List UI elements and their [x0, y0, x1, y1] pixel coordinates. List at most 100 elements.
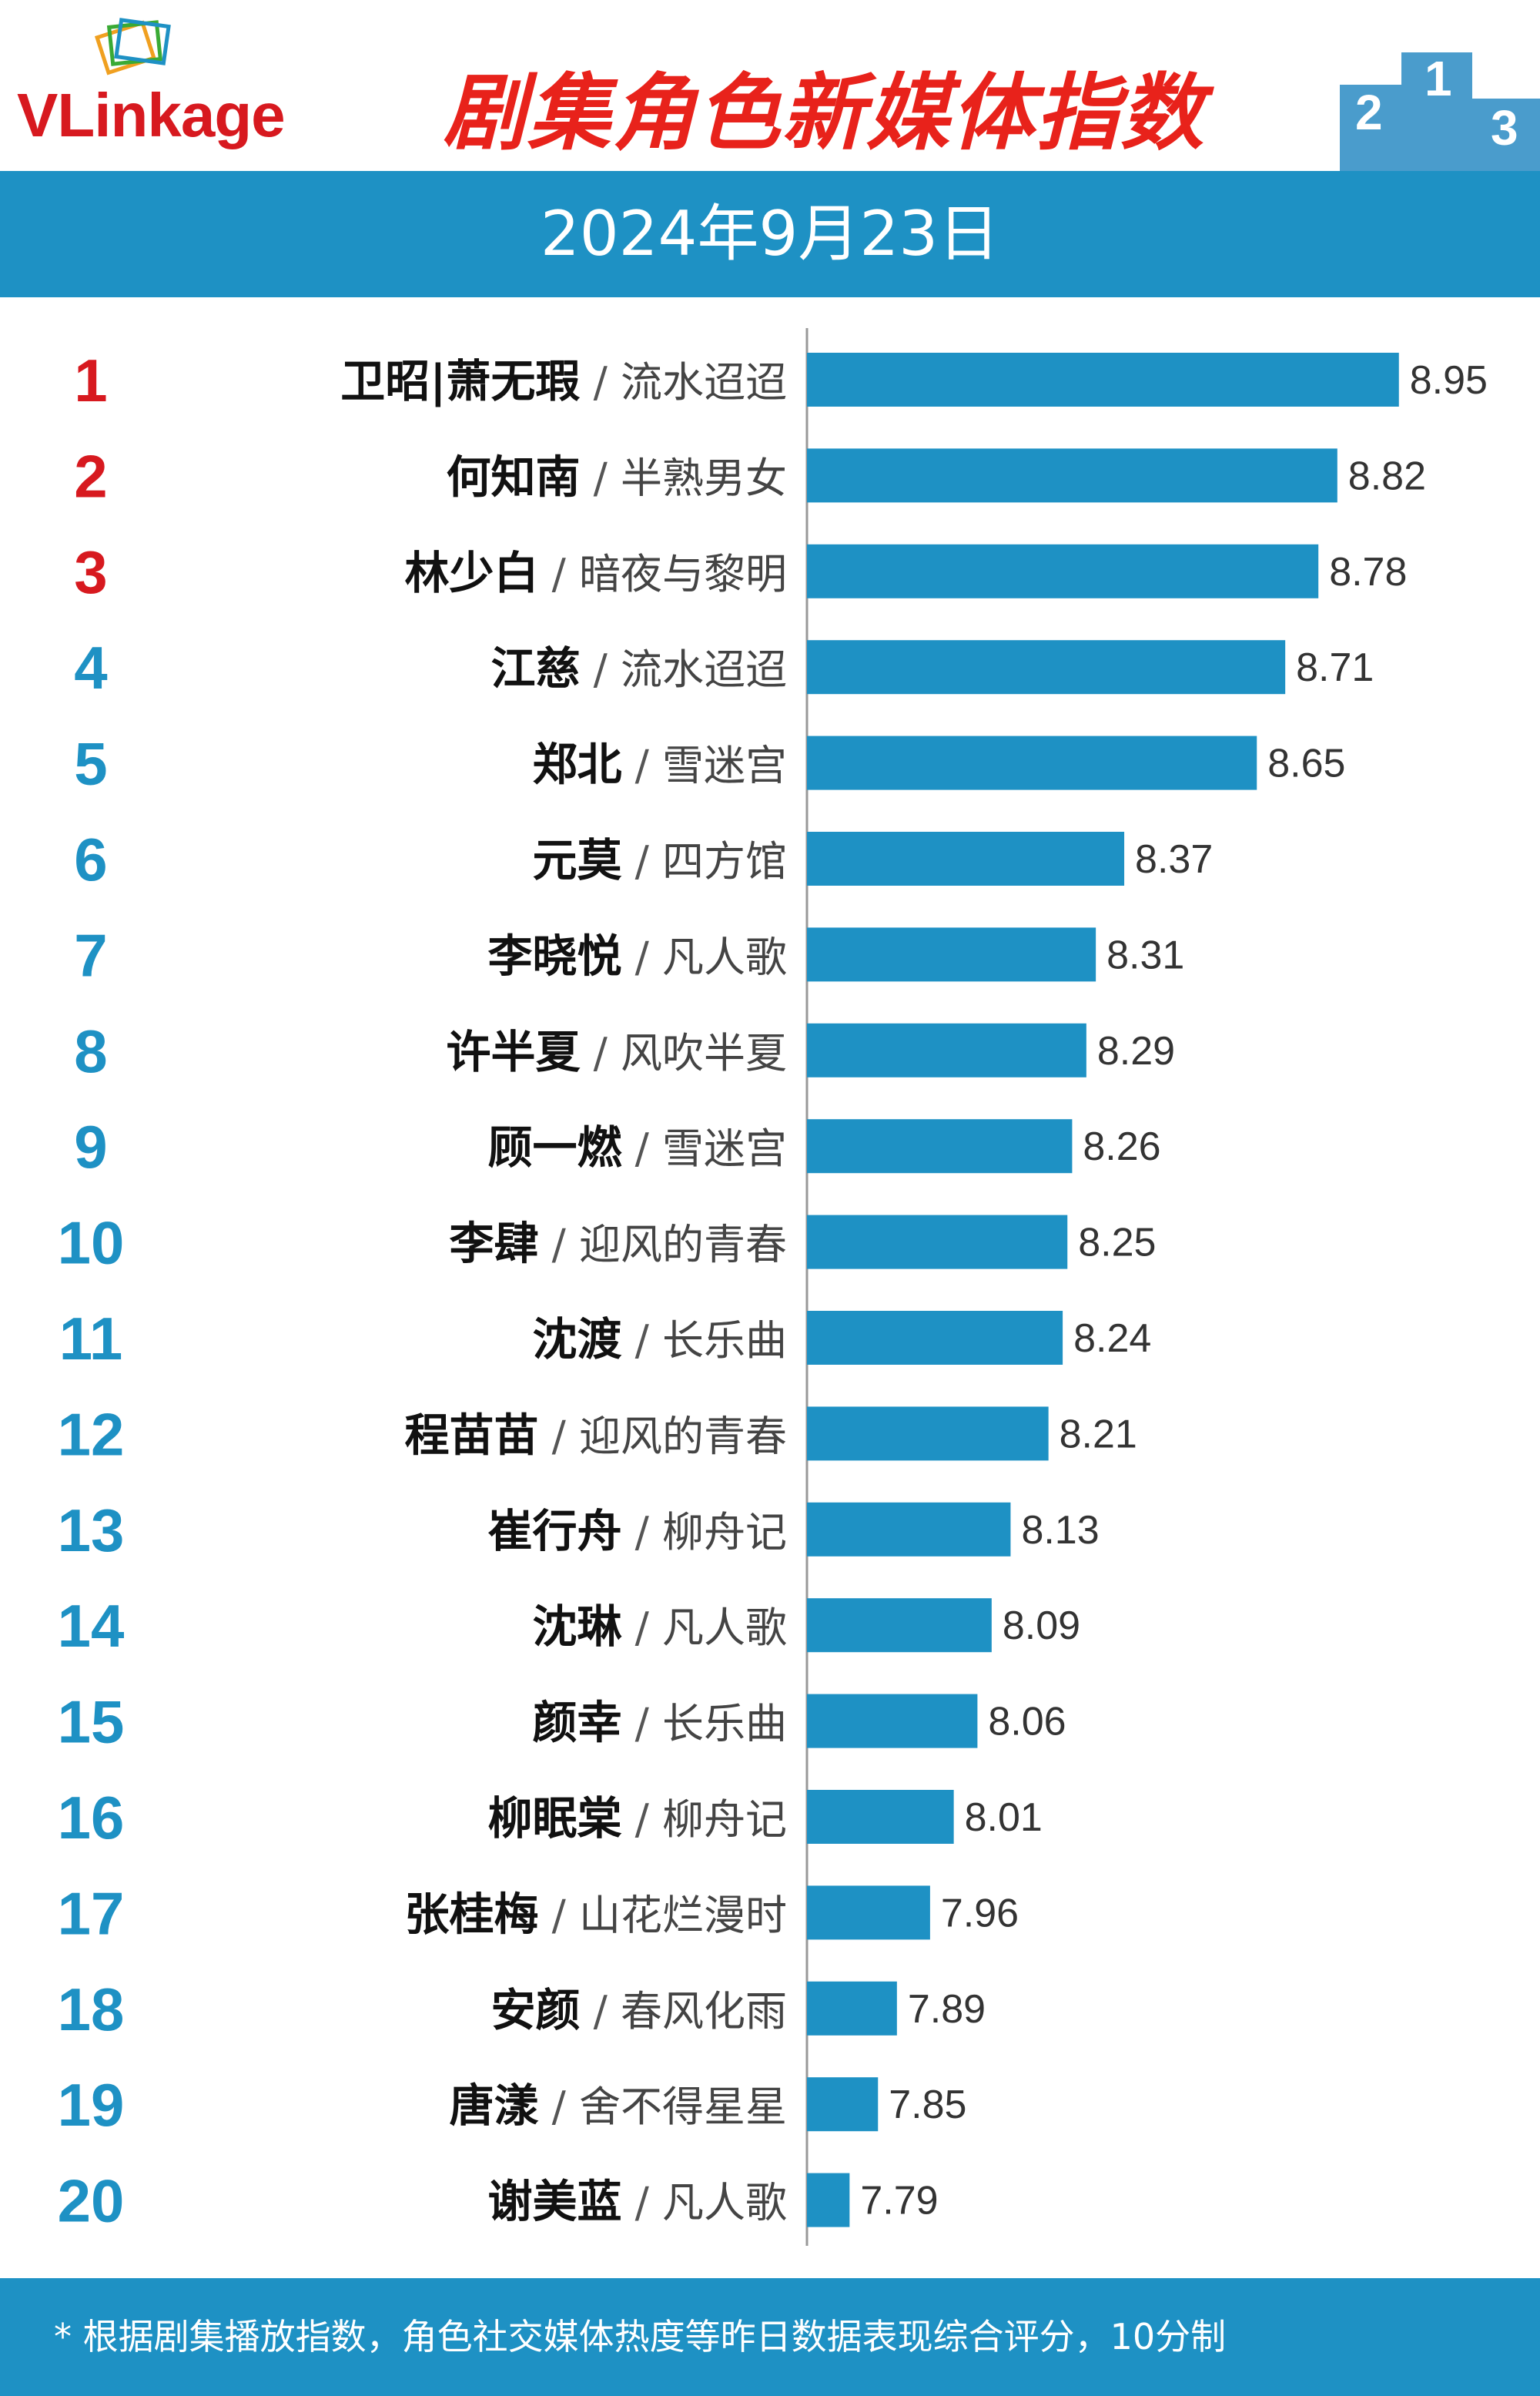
row-label: 卫昭|萧无瑕 / 流水迢迢: [340, 355, 787, 407]
row-label: 唐漾 / 舍不得星星: [449, 2079, 787, 2132]
value-label: 8.31: [1106, 933, 1184, 977]
value-label: 8.71: [1296, 645, 1374, 690]
bar: [807, 1023, 1086, 1077]
bar: [807, 2173, 850, 2227]
rank-number: 2: [74, 442, 107, 510]
drama-name: 柳舟记: [662, 1795, 787, 1844]
character-name: 顾一燃: [487, 1121, 622, 1174]
row-label: 郑北 / 雪迷宫: [532, 739, 787, 791]
label-separator: /: [580, 1029, 621, 1077]
rank-number: 20: [58, 2167, 125, 2235]
row-label: 林少白 / 暗夜与黎明: [404, 547, 787, 599]
row-label: 沈渡 / 长乐曲: [532, 1313, 787, 1366]
footer-banner: * 根据剧集播放指数，角色社交媒体热度等昨日数据表现综合评分，10分制: [0, 2278, 1540, 2396]
podium-label-2: 2: [1355, 85, 1383, 140]
row-label: 江慈 / 流水迢迢: [490, 642, 787, 695]
rank-number: 11: [59, 1305, 122, 1372]
label-separator: /: [621, 742, 662, 790]
value-label: 7.89: [908, 1987, 986, 2032]
character-name: 谢美蓝: [487, 2176, 621, 2228]
label-separator: /: [538, 1412, 579, 1460]
bar: [807, 832, 1125, 886]
drama-name: 半熟男女: [621, 454, 787, 502]
drama-name: 迎风的青春: [579, 1412, 787, 1460]
bar: [807, 353, 1399, 407]
drama-name: 凡人歌: [662, 2179, 787, 2227]
label-separator: /: [621, 837, 662, 886]
value-label: 8.95: [1410, 358, 1488, 403]
rank-number: 5: [74, 730, 107, 798]
drama-name: 雪迷宫: [662, 1124, 787, 1173]
label-separator: /: [538, 550, 579, 598]
value-label: 8.82: [1348, 454, 1426, 498]
drama-name: 长乐曲: [662, 1700, 787, 1748]
label-separator: /: [621, 933, 662, 981]
character-name: 颜幸: [532, 1697, 621, 1749]
row-label: 李晓悦 / 凡人歌: [487, 930, 787, 982]
label-separator: /: [538, 1891, 579, 1939]
character-name: 江慈: [490, 642, 580, 695]
character-name: 沈渡: [532, 1313, 621, 1366]
rank-number: 14: [58, 1592, 125, 1660]
date-label: 2024年9月23日: [540, 198, 1000, 270]
value-label: 7.96: [941, 1891, 1019, 1935]
value-label: 8.21: [1060, 1412, 1137, 1456]
character-name: 程苗苗: [404, 1409, 538, 1461]
rank-number: 17: [58, 1879, 125, 1947]
rank-number: 16: [58, 1784, 125, 1851]
label-separator: /: [538, 2083, 579, 2131]
character-name: 卫昭|萧无瑕: [340, 355, 580, 407]
value-label: 8.13: [1021, 1508, 1099, 1553]
rank-number: 9: [74, 1113, 107, 1181]
bar: [807, 1311, 1063, 1365]
drama-name: 山花烂漫时: [579, 1891, 787, 1939]
rank-number: 8: [74, 1017, 107, 1085]
rank-number: 19: [58, 2071, 125, 2139]
value-label: 7.85: [889, 2083, 966, 2127]
bar: [807, 1598, 992, 1653]
row-label: 安颜 / 春风化雨: [490, 1984, 787, 2036]
date-banner: 2024年9月23日: [0, 171, 1540, 297]
podium-label-1: 1: [1424, 51, 1452, 106]
bar: [807, 2077, 879, 2132]
bar: [807, 736, 1257, 790]
drama-name: 迎风的青春: [579, 1221, 787, 1269]
bar: [807, 1981, 897, 2036]
podium-icon: 2 1 3: [1340, 51, 1540, 171]
rank-number: 18: [58, 1975, 125, 2043]
drama-name: 暗夜与黎明: [579, 550, 787, 598]
header: VLinkage 剧集角色新媒体指数 2 1 3: [0, 0, 1540, 171]
character-name: 何知南: [446, 451, 580, 503]
label-separator: /: [621, 2179, 662, 2227]
bar: [807, 544, 1319, 598]
value-label: 8.37: [1135, 837, 1213, 882]
rank-number: 4: [74, 634, 107, 702]
row-label: 柳眠棠 / 柳舟记: [487, 1792, 787, 1845]
value-label: 8.26: [1083, 1124, 1160, 1169]
row-label: 元莫 / 四方馆: [532, 834, 787, 886]
drama-name: 雪迷宫: [662, 742, 787, 790]
character-name: 沈琳: [532, 1600, 622, 1653]
value-label: 8.65: [1267, 742, 1345, 786]
drama-name: 凡人歌: [662, 933, 787, 981]
value-label: 8.25: [1078, 1221, 1156, 1265]
drama-name: 流水迢迢: [621, 645, 787, 694]
rank-number: 7: [74, 921, 107, 989]
character-name: 安颜: [490, 1984, 580, 2036]
drama-name: 流水迢迢: [621, 358, 787, 407]
logo-wordmark: VLinkage: [17, 80, 286, 151]
drama-name: 凡人歌: [662, 1603, 787, 1652]
row-label: 沈琳 / 凡人歌: [532, 1600, 787, 1653]
bar: [807, 1790, 954, 1844]
drama-name: 舍不得星星: [579, 2083, 787, 2131]
bar: [807, 927, 1096, 982]
row-label: 顾一燃 / 雪迷宫: [487, 1121, 787, 1174]
logo-text-rest: inkage: [94, 81, 285, 149]
label-separator: /: [621, 1700, 662, 1748]
label-separator: /: [580, 454, 621, 502]
bar: [807, 1885, 930, 1940]
row-label: 李肆 / 迎风的青春: [449, 1218, 787, 1270]
row-label: 崔行舟 / 柳舟记: [487, 1505, 787, 1557]
value-label: 8.09: [1003, 1603, 1080, 1648]
footnote: * 根据剧集播放指数，角色社交媒体热度等昨日数据表现综合评分，10分制: [54, 2316, 1227, 2357]
